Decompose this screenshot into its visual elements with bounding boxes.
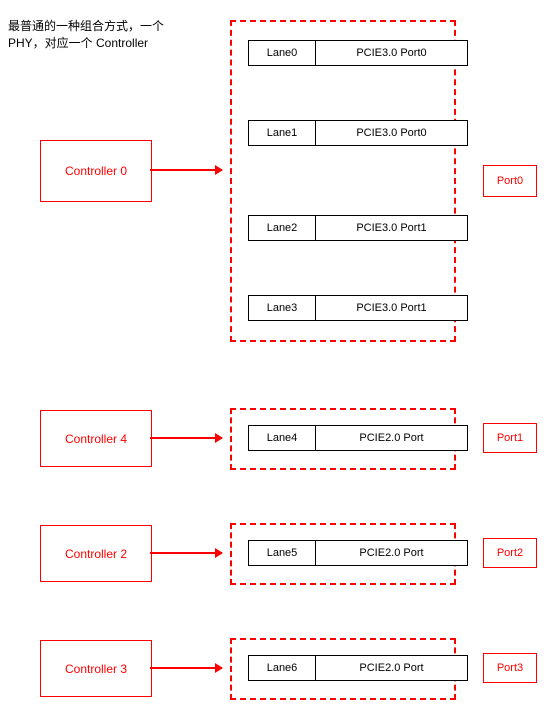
lane-label: Lane1 — [249, 121, 316, 145]
port-label: Port0 — [483, 165, 537, 197]
lane-port-label: PCIE2.0 Port — [316, 426, 467, 450]
controller-box: Controller 3 — [40, 640, 152, 697]
lane-row: Lane3PCIE3.0 Port1 — [248, 295, 468, 321]
lane-port-label: PCIE3.0 Port1 — [316, 216, 467, 240]
port-label: Port3 — [483, 653, 537, 683]
caption-line1: 最普通的一种组合方式，一个 — [8, 19, 164, 33]
port-label: Port1 — [483, 423, 537, 453]
arrow-icon — [150, 437, 222, 439]
arrow-icon — [150, 667, 222, 669]
diagram-caption: 最普通的一种组合方式，一个 PHY，对应一个 Controller — [8, 18, 188, 52]
controller-box: Controller 2 — [40, 525, 152, 582]
lane-label: Lane6 — [249, 656, 316, 680]
arrow-icon — [150, 169, 222, 171]
lane-port-label: PCIE2.0 Port — [316, 541, 467, 565]
lane-label: Lane0 — [249, 41, 316, 65]
phy-group — [230, 20, 456, 342]
arrow-icon — [150, 552, 222, 554]
lane-row: Lane0PCIE3.0 Port0 — [248, 40, 468, 66]
lane-row: Lane1PCIE3.0 Port0 — [248, 120, 468, 146]
lane-label: Lane5 — [249, 541, 316, 565]
lane-row: Lane4PCIE2.0 Port — [248, 425, 468, 451]
lane-row: Lane5PCIE2.0 Port — [248, 540, 468, 566]
lane-label: Lane4 — [249, 426, 316, 450]
lane-row: Lane2PCIE3.0 Port1 — [248, 215, 468, 241]
lane-label: Lane2 — [249, 216, 316, 240]
lane-port-label: PCIE3.0 Port1 — [316, 296, 467, 320]
lane-row: Lane6PCIE2.0 Port — [248, 655, 468, 681]
controller-box: Controller 4 — [40, 410, 152, 467]
lane-port-label: PCIE2.0 Port — [316, 656, 467, 680]
lane-port-label: PCIE3.0 Port0 — [316, 41, 467, 65]
port-label: Port2 — [483, 538, 537, 568]
caption-line2: PHY，对应一个 Controller — [8, 36, 148, 50]
controller-box: Controller 0 — [40, 140, 152, 202]
lane-port-label: PCIE3.0 Port0 — [316, 121, 467, 145]
lane-label: Lane3 — [249, 296, 316, 320]
